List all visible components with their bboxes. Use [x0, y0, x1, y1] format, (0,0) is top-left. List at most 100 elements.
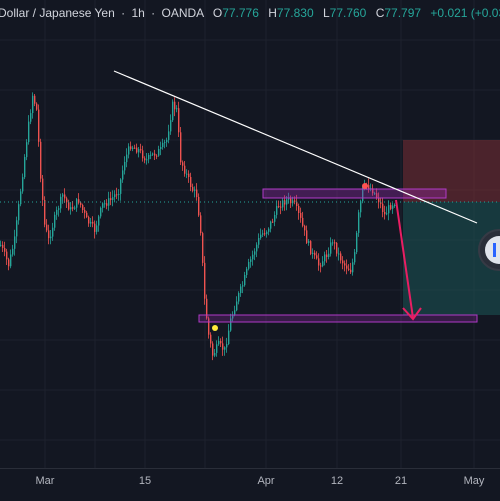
candle-body	[144, 158, 146, 161]
candle-body	[170, 120, 172, 132]
candle-body	[244, 275, 246, 286]
candle-body	[182, 162, 184, 166]
candle-body	[54, 214, 56, 228]
candle-body	[200, 215, 202, 234]
candle-body	[68, 202, 70, 210]
drawings-layer[interactable]	[0, 70, 500, 331]
time-tick: Mar	[35, 475, 55, 487]
candle-body	[264, 233, 266, 235]
candle-body	[278, 206, 280, 208]
projection-arrowhead	[402, 307, 422, 321]
candle-body	[172, 101, 174, 121]
candle-body	[232, 314, 234, 319]
chart-canvas[interactable]	[0, 0, 500, 468]
candle-body	[106, 203, 108, 206]
interval-label[interactable]: 1h	[131, 6, 145, 20]
candle-body	[358, 212, 360, 233]
candle-body	[48, 230, 50, 239]
candle-body	[10, 254, 12, 267]
close-value: 77.797	[384, 6, 422, 20]
legend-separator-2: ·	[151, 6, 156, 20]
candle-body	[344, 263, 346, 266]
candle-body	[354, 252, 356, 263]
projection-arrow[interactable]	[395, 199, 414, 319]
symbol-name[interactable]: Dollar / Japanese Yen	[0, 6, 115, 20]
candle-body	[246, 268, 248, 275]
candle-body	[296, 201, 298, 206]
candle-body	[298, 206, 300, 213]
candle-body	[288, 198, 290, 200]
resistance-zone[interactable]	[262, 188, 447, 199]
red-marker[interactable]	[362, 183, 368, 189]
candle-body	[0, 244, 2, 246]
high-label: H	[268, 6, 277, 20]
candle-body	[126, 154, 128, 163]
yellow-marker[interactable]	[212, 325, 218, 331]
candle-body	[346, 265, 348, 269]
candle-body	[60, 196, 62, 209]
candle-body	[64, 194, 66, 199]
candle-body	[220, 341, 222, 344]
candle-body	[356, 232, 358, 253]
open-value: 77.776	[222, 6, 259, 20]
candle-body	[168, 131, 170, 140]
candle-body	[384, 212, 386, 215]
candle-body	[258, 238, 260, 245]
candle-body	[46, 224, 48, 231]
candle-body	[318, 258, 320, 266]
candle-body	[332, 242, 334, 244]
candle-body	[348, 268, 350, 270]
trendline[interactable]	[113, 70, 478, 224]
candle-body	[42, 178, 44, 200]
candle-body	[138, 149, 140, 153]
candle-body	[124, 162, 126, 171]
time-axis[interactable]: Mar 15 Apr 12 21 May	[0, 468, 500, 501]
candle-body	[32, 95, 34, 113]
candle-body	[240, 286, 242, 293]
time-tick: 15	[138, 475, 152, 487]
candle-body	[234, 310, 236, 315]
candle-body	[188, 173, 190, 177]
candle-body	[218, 341, 220, 345]
candle-body	[336, 243, 338, 254]
candle-body	[352, 262, 354, 273]
candle-body	[198, 197, 200, 216]
candle-body	[40, 141, 42, 179]
candle-body	[282, 200, 284, 208]
candle-body	[134, 147, 136, 149]
candle-body	[100, 207, 102, 217]
candle-body	[380, 202, 382, 204]
scroll-to-realtime-button[interactable]	[478, 229, 500, 271]
candle-body	[146, 159, 148, 161]
candle-body	[72, 207, 74, 209]
candle-body	[324, 254, 326, 262]
candle-body	[140, 149, 142, 151]
candle-body	[362, 187, 364, 202]
low-label: L	[322, 6, 330, 20]
candle-body	[184, 165, 186, 174]
candle-body	[306, 230, 308, 243]
candle-body	[62, 194, 64, 197]
candle-body	[94, 223, 96, 232]
candle-body	[26, 142, 28, 158]
candle-body	[16, 220, 18, 237]
candle-body	[20, 191, 22, 205]
candle-body	[206, 298, 208, 319]
candle-body	[70, 207, 72, 210]
candle-body	[376, 193, 378, 198]
candle-body	[300, 213, 302, 218]
candle-body	[98, 216, 100, 226]
candle-body	[110, 198, 112, 200]
support-zone[interactable]	[198, 314, 478, 323]
candle-body	[320, 265, 322, 267]
candle-body	[84, 209, 86, 213]
stop-loss-zone[interactable]	[403, 140, 500, 202]
candle-body	[178, 108, 180, 133]
change-value: +0.021 (+0.03%)	[430, 6, 500, 20]
candle-body	[88, 217, 90, 224]
candle-body	[6, 251, 8, 260]
candle-body	[120, 179, 122, 194]
candle-body	[228, 330, 230, 344]
candle-body	[286, 199, 288, 205]
